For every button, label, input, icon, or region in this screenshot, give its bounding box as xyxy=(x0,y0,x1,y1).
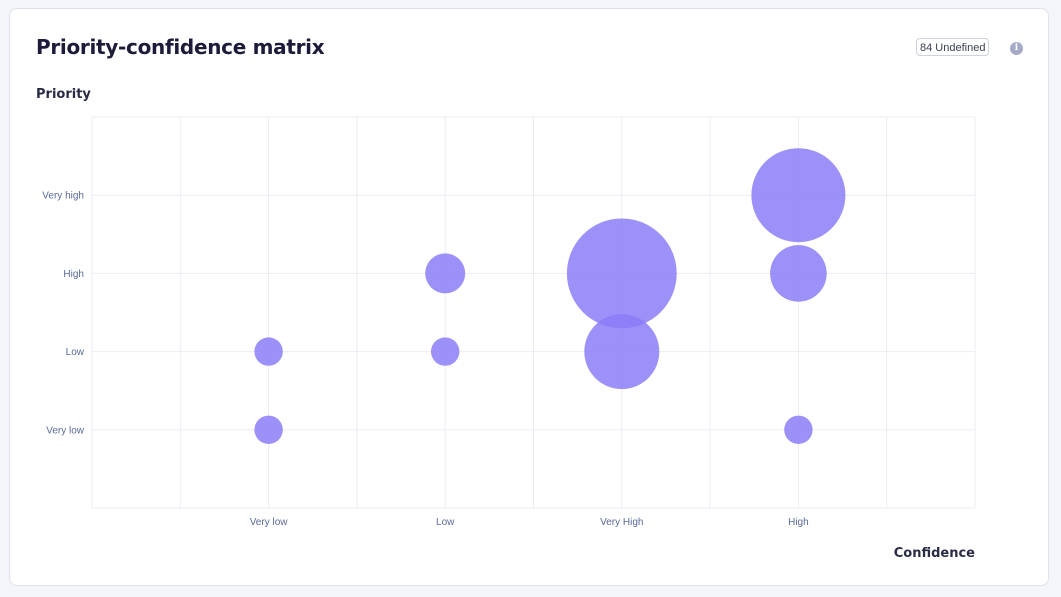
tick-layer: Very low Low Very High High Very low Low High V… xyxy=(42,191,808,528)
bubble-point[interactable] xyxy=(254,337,283,366)
bubble-point[interactable] xyxy=(431,337,460,366)
y-axis-title: Priority xyxy=(36,87,91,102)
matrix-card: Priority-confidence matrix 84 Undefined … xyxy=(9,8,1049,586)
bubble-point[interactable] xyxy=(425,253,466,294)
bubble-point[interactable] xyxy=(770,245,827,302)
x-tick-label: Very low xyxy=(250,517,289,528)
y-tick-label: High xyxy=(63,269,84,280)
y-tick-label: Very low xyxy=(46,425,85,436)
bubble-point[interactable] xyxy=(584,314,660,390)
card-title: Priority-confidence matrix xyxy=(36,35,325,59)
x-axis-title: Confidence xyxy=(893,546,975,561)
bubble-point[interactable] xyxy=(254,415,283,444)
y-tick-label: Low xyxy=(66,347,85,358)
x-tick-label: Low xyxy=(436,517,455,528)
x-tick-label: High xyxy=(788,517,809,528)
y-tick-label: Very high xyxy=(42,191,84,202)
bubble-point[interactable] xyxy=(784,415,813,444)
grid-layer xyxy=(91,116,976,509)
undefined-count-badge[interactable]: 84 Undefined xyxy=(916,38,990,56)
info-icon[interactable]: i xyxy=(1010,42,1023,55)
bubble-layer xyxy=(254,148,846,444)
bubble-point[interactable] xyxy=(566,218,677,329)
bubble-point[interactable] xyxy=(751,148,846,243)
x-tick-label: Very High xyxy=(600,517,643,528)
